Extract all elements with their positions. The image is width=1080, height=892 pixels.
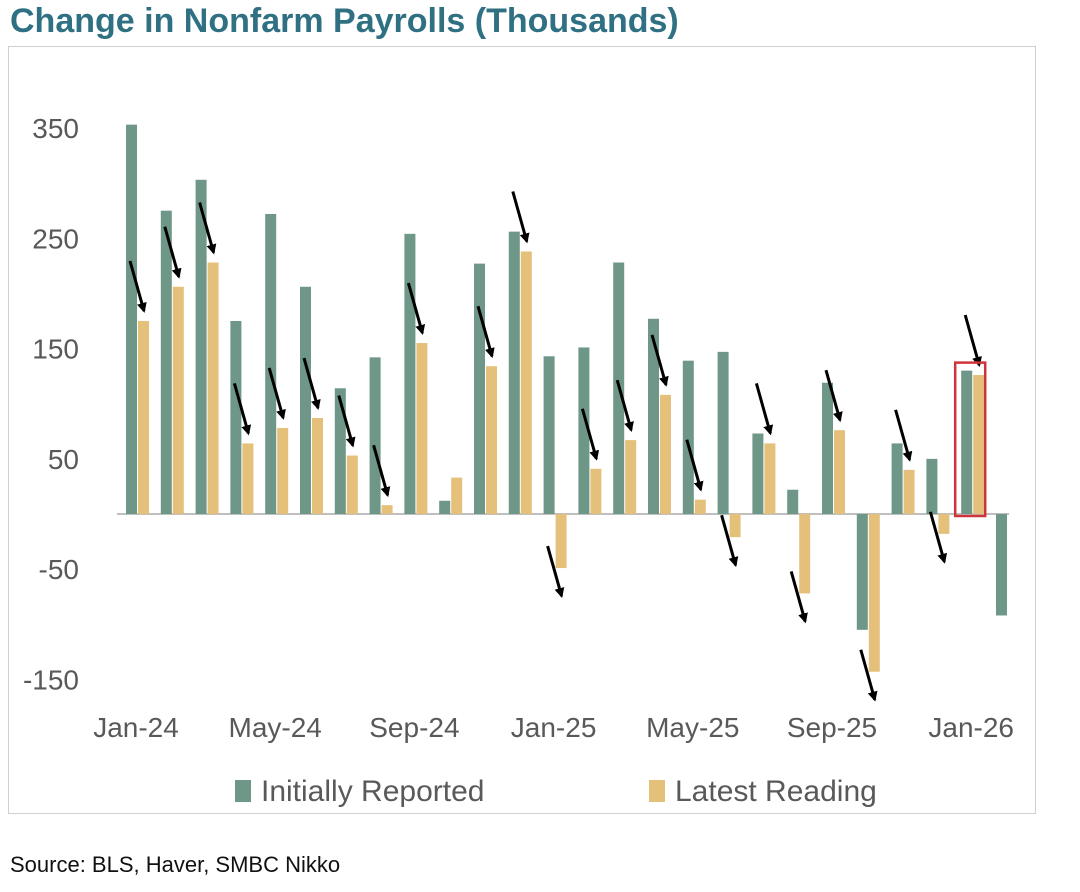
bar-latest-reading	[451, 477, 463, 514]
x-tick-label: May-25	[646, 712, 739, 743]
revision-arrow	[198, 202, 217, 255]
bar-latest-reading	[346, 455, 358, 514]
bar-initially-reported	[474, 263, 485, 514]
revision-arrow	[232, 383, 252, 436]
revision-arrow	[824, 369, 843, 423]
bar-latest-reading	[520, 251, 532, 514]
revision-arrow	[511, 191, 530, 244]
legend-swatch-latest-reading	[649, 780, 665, 802]
bar-initially-reported	[996, 514, 1007, 616]
revision-arrow	[476, 305, 495, 359]
bar-latest-reading	[590, 468, 602, 514]
revision-arrow	[546, 545, 565, 598]
bar-latest-reading	[138, 320, 149, 514]
y-tick-label: 150	[32, 334, 79, 365]
revision-arrow	[580, 408, 600, 461]
revision-arrow	[754, 383, 774, 436]
bar-initially-reported	[961, 370, 973, 514]
bar-initially-reported	[404, 233, 416, 514]
chart-title: Change in Nonfarm Payrolls (Thousands)	[10, 2, 679, 40]
revision-arrow	[685, 439, 704, 492]
bar-initially-reported	[926, 458, 938, 514]
bar-initially-reported	[160, 210, 172, 515]
bar-latest-reading	[868, 514, 880, 672]
y-tick-label: 250	[32, 223, 79, 254]
x-tick-label: Sep-25	[787, 712, 877, 743]
bar-initially-reported	[543, 356, 555, 514]
legend-label-initially-reported: Initially Reported	[261, 775, 484, 808]
revision-arrow	[372, 444, 391, 498]
bar-initially-reported	[682, 360, 694, 514]
bar-initially-reported	[195, 179, 207, 514]
bar-initially-reported	[300, 286, 311, 514]
revision-arrow	[720, 514, 739, 568]
bar-initially-reported	[439, 500, 451, 514]
bar-latest-reading	[555, 514, 567, 569]
revision-arrow	[963, 314, 982, 367]
bar-latest-reading	[416, 343, 428, 514]
revision-arrow	[337, 395, 356, 448]
bar-latest-reading	[242, 443, 254, 514]
revision-arrow	[650, 334, 669, 387]
revision-arrow	[789, 571, 808, 624]
source-note: Source: BLS, Haver, SMBC Nikko	[10, 852, 341, 877]
chart-frame: -150 -50 50 150 250 350 Jan-24 May-24 Sep-24 Jan-…	[8, 46, 1036, 814]
revision-arrow	[615, 379, 634, 433]
bar-initially-reported	[578, 347, 590, 514]
revision-arrow	[894, 409, 913, 462]
x-tick-label: May-24	[229, 712, 322, 743]
revision-arrow	[928, 511, 948, 564]
revision-arrow	[859, 649, 878, 702]
highlight-box	[953, 361, 987, 518]
bar-latest-reading	[729, 514, 741, 538]
payrolls-chart: -150 -50 50 150 250 350 Jan-24 May-24 Sep-24 Jan-…	[23, 113, 1014, 808]
bar-latest-reading	[938, 514, 950, 534]
bar-initially-reported	[126, 124, 137, 515]
x-tick-label: Jan-26	[928, 712, 1014, 743]
bar-latest-reading	[207, 262, 219, 514]
revision-arrow	[128, 260, 147, 313]
y-tick-label: 350	[32, 113, 79, 144]
bar-latest-reading	[381, 505, 393, 514]
bar-latest-reading	[277, 427, 289, 514]
bar-initially-reported	[230, 320, 242, 514]
bar-initially-reported	[265, 213, 277, 514]
bar-initially-reported	[369, 357, 381, 514]
bar-latest-reading	[799, 514, 811, 594]
bar-latest-reading	[660, 394, 671, 514]
bar-latest-reading	[834, 430, 845, 514]
x-tick-label: Jan-25	[511, 712, 597, 743]
revision-arrow	[406, 282, 426, 335]
bar-initially-reported	[334, 388, 346, 514]
x-tick-label: Jan-24	[93, 712, 179, 743]
bar-initially-reported	[648, 318, 659, 514]
revision-arrow	[302, 357, 321, 410]
bar-latest-reading	[973, 375, 985, 514]
bar-latest-reading	[903, 469, 915, 514]
y-tick-label: -150	[23, 664, 79, 695]
bar-latest-reading	[764, 443, 776, 514]
bar-initially-reported	[717, 351, 729, 514]
bar-initially-reported	[508, 231, 520, 514]
bar-latest-reading	[172, 286, 184, 514]
bar-latest-reading	[694, 499, 706, 514]
bar-latest-reading	[312, 418, 323, 514]
legend-swatch-initially-reported	[235, 780, 251, 802]
revision-arrow	[163, 226, 182, 279]
y-tick-label: 50	[48, 444, 79, 475]
legend-label-latest-reading: Latest Reading	[675, 775, 877, 808]
revision-arrow	[267, 367, 286, 420]
bar-initially-reported	[752, 433, 764, 514]
bar-latest-reading	[625, 440, 637, 514]
bar-latest-reading	[486, 366, 497, 514]
y-tick-label: -50	[39, 554, 79, 585]
bar-initially-reported	[891, 443, 903, 514]
bar-initially-reported	[856, 514, 868, 630]
bar-initially-reported	[787, 489, 799, 514]
bar-initially-reported	[822, 382, 833, 514]
x-tick-label: Sep-24	[369, 712, 459, 743]
